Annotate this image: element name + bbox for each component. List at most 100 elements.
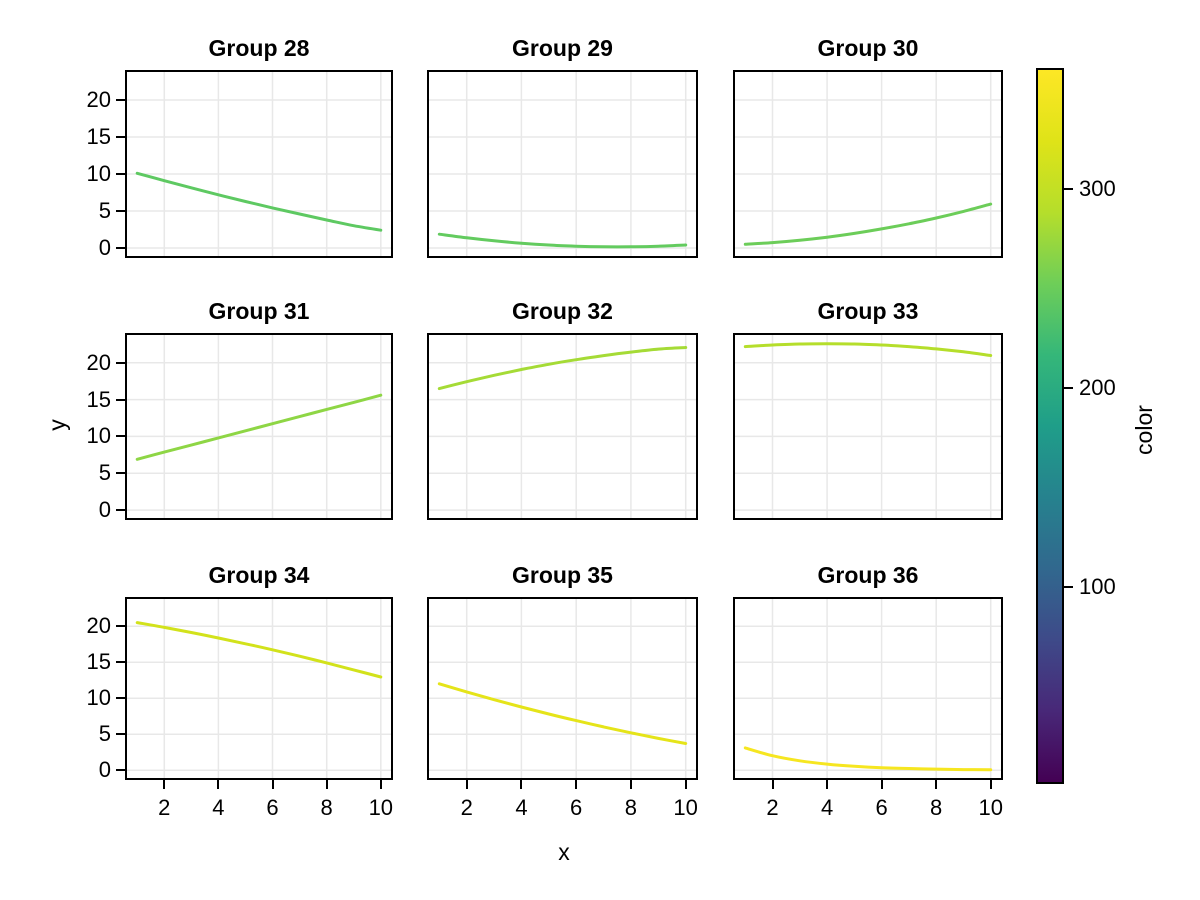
x-tick-mark [880,780,883,789]
y-tick-label: 5 [98,198,111,223]
facet-title: Group 29 [512,35,613,61]
colorbar-title: color [1131,405,1157,455]
x-tick-mark [520,780,523,789]
x-tick-label: 4 [820,795,834,820]
facet-title: Group 35 [512,562,613,588]
y-tick-mark [116,135,125,138]
panel-frame [125,70,393,258]
y-tick-label: 5 [98,721,111,747]
facet-title: Group 33 [817,298,919,324]
x-tick-mark [771,780,774,789]
x-tick-mark [271,780,274,789]
y-tick-label: 0 [98,497,111,523]
y-tick-mark [116,509,125,512]
facet-panel-group-35 [427,597,698,780]
facet-panel-group-36 [733,597,1003,780]
line-series [743,342,993,357]
line-series [437,682,688,745]
y-tick-label: 15 [86,649,111,675]
panel-frame [125,597,393,780]
panel-frame [427,597,698,780]
y-tick-mark [116,435,125,438]
x-tick-label: 2 [766,795,779,820]
y-tick-label: 0 [98,235,111,260]
x-tick-label: 6 [875,795,888,820]
line-series [437,232,688,249]
x-axis-title: x [558,839,570,865]
x-tick-mark [325,780,328,789]
y-tick-mark [116,398,125,401]
y-tick-label: 20 [86,613,111,639]
x-tick-label: 10 [368,795,394,820]
x-tick-label: 8 [320,795,333,820]
y-tick-label: 5 [98,460,111,486]
line-series [135,171,383,232]
y-tick-label: 15 [86,386,111,412]
panel-frame [733,70,1003,258]
y-tick-label: 15 [86,123,111,149]
y-tick-mark [116,98,125,101]
x-tick-mark [935,780,938,789]
line-series [743,202,993,246]
x-tick-mark [575,780,578,789]
x-tick-label: 2 [460,795,473,820]
y-tick-mark [116,472,125,475]
facet-panel-group-33 [733,333,1003,520]
y-axis-title: y [44,419,70,431]
panel-frame [427,70,698,258]
x-tick-mark [379,780,382,789]
line-series [135,393,383,461]
y-tick-label: 20 [86,86,111,112]
colorbar-tick-label: 200 [1079,375,1116,401]
colorbar-tick-label: 300 [1079,176,1116,202]
y-tick-label: 10 [86,423,111,449]
y-tick-label: 10 [86,685,111,711]
y-tick-mark [116,172,125,175]
line-series [437,346,688,391]
facet-panel-group-32 [427,333,698,520]
x-tick-label: 10 [673,795,698,820]
colorbar-tick-mark [1064,586,1073,589]
panel-frame [125,333,393,520]
x-tick-mark [163,780,166,789]
facet-title: Group 32 [512,298,613,324]
x-tick-mark [989,780,992,789]
colorbar-tick-label: 100 [1079,574,1116,600]
facet-title: Group 34 [208,562,310,588]
facet-panel-group-31 [125,333,393,520]
y-tick-label: 0 [98,757,111,783]
line-series [743,746,993,772]
y-tick-mark [116,733,125,736]
facet-title: Group 28 [208,35,310,61]
y-tick-mark [116,210,125,212]
y-tick-mark [116,769,125,772]
x-tick-mark [217,780,220,789]
facet-panel-group-29 [427,70,698,258]
facet-panel-group-30 [733,70,1003,258]
y-tick-label: 20 [86,349,111,375]
facet-panel-group-34 [125,597,393,780]
x-tick-label: 8 [930,795,943,820]
colorbar-gradient [1036,68,1064,784]
y-tick-mark [116,361,125,364]
x-tick-mark [629,780,632,789]
x-tick-mark [465,780,468,789]
facet-title: Group 31 [208,298,310,324]
x-tick-label: 2 [158,795,171,820]
y-tick-mark [116,661,125,664]
x-tick-label: 4 [212,795,225,820]
x-tick-label: 10 [978,795,1003,820]
y-tick-mark [116,625,125,628]
x-tick-label: 8 [624,795,638,820]
panel-frame [733,333,1003,520]
x-tick-label: 4 [515,795,528,820]
line-series [135,621,383,679]
y-tick-mark [116,247,125,249]
panel-frame [733,597,1003,780]
y-tick-label: 10 [86,160,111,186]
colorbar-tick-mark [1064,188,1073,191]
y-tick-mark [116,697,125,700]
colorbar-tick-mark [1064,387,1073,390]
panel-frame [427,333,698,520]
